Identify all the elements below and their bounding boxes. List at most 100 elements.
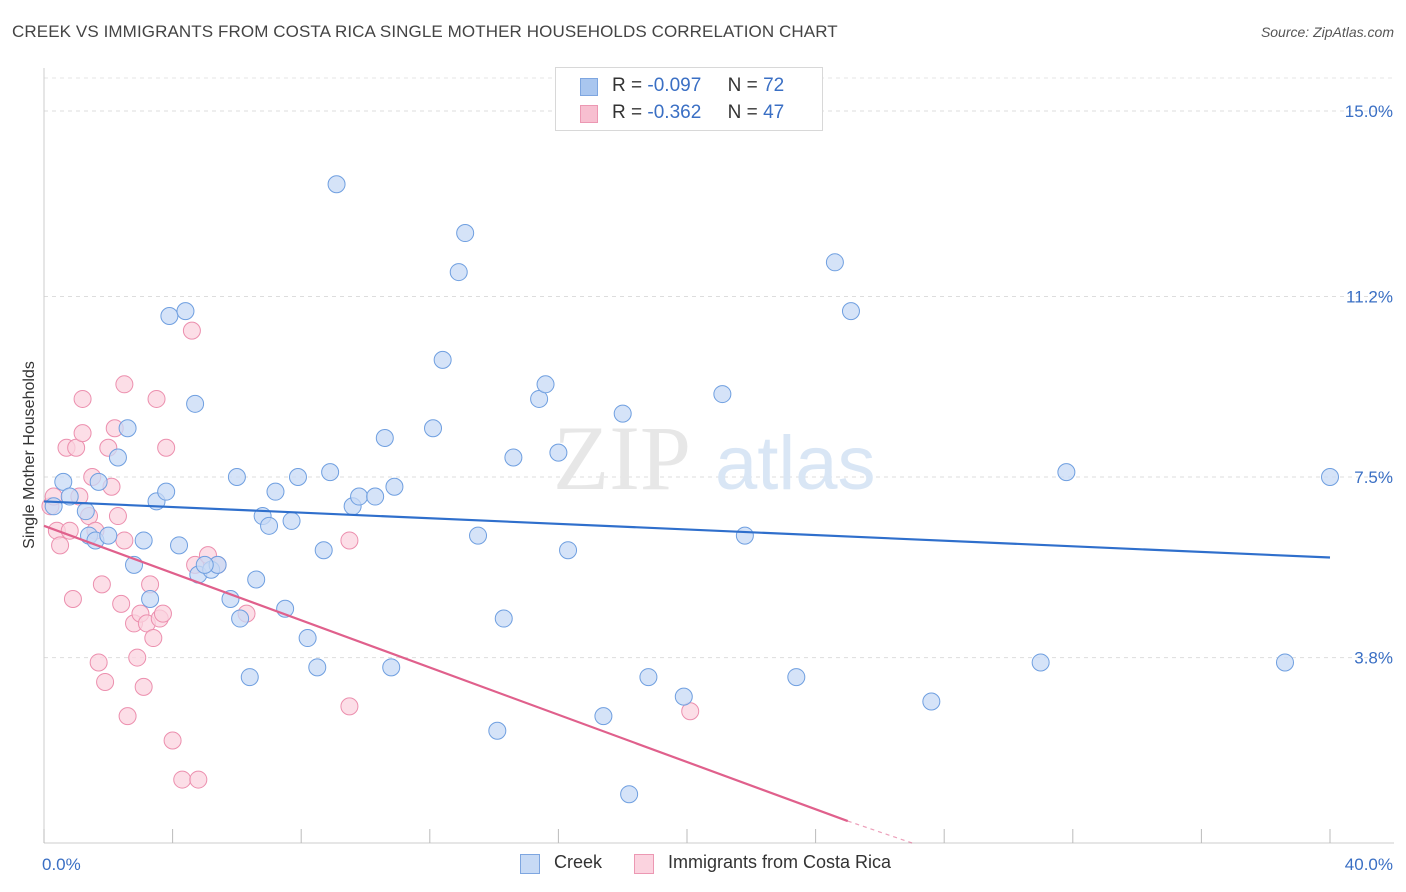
costa-rica-point-28	[134, 677, 153, 696]
legend-swatch-creek	[580, 78, 598, 96]
creek-point-34	[308, 658, 327, 677]
costa-rica-point-36	[163, 731, 182, 750]
creek-point-62	[787, 668, 806, 687]
creek-point-67	[1057, 463, 1076, 482]
costa-rica-point-23	[115, 375, 134, 394]
creek-point-7	[99, 526, 118, 545]
creek-point-60	[713, 385, 732, 404]
n-value-costa-rica: 47	[763, 102, 785, 123]
costa-rica-point-32	[147, 389, 166, 408]
creek-point-52	[549, 443, 568, 462]
creek-point-25	[240, 668, 259, 687]
creek-point-26	[247, 570, 266, 589]
costa-rica-point-34	[153, 604, 172, 623]
creek-point-68	[1275, 653, 1294, 672]
watermark-zip: ZIP	[553, 407, 691, 509]
creek-point-28	[260, 516, 279, 535]
creek-point-56	[613, 404, 632, 423]
y-tick-label-1: 7.5%	[1354, 468, 1393, 487]
creek-point-8	[108, 448, 127, 467]
series-swatch-costa-rica	[634, 854, 654, 874]
tick-labels: 3.8% 7.5% 11.2% 15.0% 0.0% 40.0%	[42, 102, 1393, 874]
creek-point-6	[89, 472, 108, 491]
creek-point-2	[60, 487, 79, 506]
creek-point-16	[160, 306, 179, 325]
zipatlas-watermark: ZIP atlas	[553, 407, 876, 509]
creek-point-9	[118, 419, 137, 438]
creek-point-12	[141, 590, 160, 609]
creek-point-55	[594, 707, 613, 726]
creek-point-57	[620, 785, 639, 804]
creek-point-29	[266, 482, 285, 501]
n-label: N =	[727, 102, 758, 123]
creek-point-69	[1321, 468, 1339, 487]
creek-point-44	[433, 350, 452, 369]
creek-point-59	[674, 687, 693, 706]
series-label-costa-rica: Immigrants from Costa Rica	[668, 852, 892, 872]
creek-point-36	[321, 463, 340, 482]
creek-point-33	[298, 629, 317, 648]
creek-point-51	[536, 375, 555, 394]
trend-lines	[43, 500, 1331, 844]
creek-point-41	[375, 428, 394, 447]
costa-rica-point-35	[157, 438, 176, 457]
costa-rica-point-37	[173, 770, 192, 789]
creek-point-58	[639, 668, 658, 687]
creek-point-71	[195, 555, 214, 574]
creek-point-31	[282, 511, 301, 530]
creek-point-35	[314, 541, 333, 560]
costa-rica-point-31	[144, 629, 163, 648]
creek-point-37	[327, 175, 346, 194]
costa-rica-point-10	[73, 389, 92, 408]
creek-point-39	[350, 487, 369, 506]
r-label: R =	[612, 75, 643, 96]
stats-legend: R = -0.097 N = 72 R = -0.362 N = 47	[555, 67, 823, 131]
x-tick-label-0: 0.0%	[42, 855, 81, 874]
watermark-atlas: atlas	[715, 421, 876, 506]
creek-point-17	[176, 302, 195, 321]
series-swatch-creek	[520, 854, 540, 874]
costa-rica-point-44	[340, 531, 359, 550]
n-label: N =	[727, 75, 758, 96]
creek-point-65	[922, 692, 941, 711]
series-label-creek: Creek	[554, 852, 603, 872]
creek-point-18	[186, 394, 205, 413]
costa-rica-point-24	[118, 707, 137, 726]
creek-point-3	[76, 502, 95, 521]
r-label: R =	[612, 102, 643, 123]
creek-point-66	[1031, 653, 1050, 672]
r-value-costa-rica: -0.362	[647, 102, 702, 123]
n-value-creek: 72	[763, 75, 785, 96]
costa-rica-point-21	[112, 594, 131, 613]
creek-point-53	[559, 541, 578, 560]
trend-line-0	[43, 500, 1331, 559]
x-tick-label-1: 40.0%	[1345, 855, 1393, 874]
points-creek	[44, 175, 1339, 804]
axes	[43, 68, 1394, 844]
creek-point-15	[170, 536, 189, 555]
creek-point-48	[494, 609, 513, 628]
creek-point-0	[44, 497, 63, 516]
costa-rica-point-20	[108, 507, 127, 526]
costa-rica-point-45	[340, 697, 359, 716]
y-tick-label-2: 11.2%	[1346, 287, 1393, 306]
creek-point-54	[488, 721, 507, 740]
costa-rica-point-14	[89, 653, 108, 672]
legend-swatch-costa-rica	[580, 105, 598, 123]
creek-point-64	[841, 302, 860, 321]
creek-point-49	[504, 448, 523, 467]
creek-point-40	[366, 487, 385, 506]
creek-point-61	[735, 526, 754, 545]
costa-rica-point-40	[189, 770, 208, 789]
y-axis-title: Single Mother Households	[21, 361, 38, 549]
y-tick-label-0: 3.8%	[1354, 649, 1393, 668]
creek-point-43	[385, 477, 404, 496]
creek-point-46	[456, 224, 475, 243]
creek-point-70	[424, 419, 443, 438]
chart-title: CREEK VS IMMIGRANTS FROM COSTA RICA SING…	[12, 22, 838, 41]
creek-point-45	[449, 263, 468, 282]
costa-rica-point-16	[96, 672, 115, 691]
creek-point-14	[157, 482, 176, 501]
creek-point-24	[231, 609, 250, 628]
